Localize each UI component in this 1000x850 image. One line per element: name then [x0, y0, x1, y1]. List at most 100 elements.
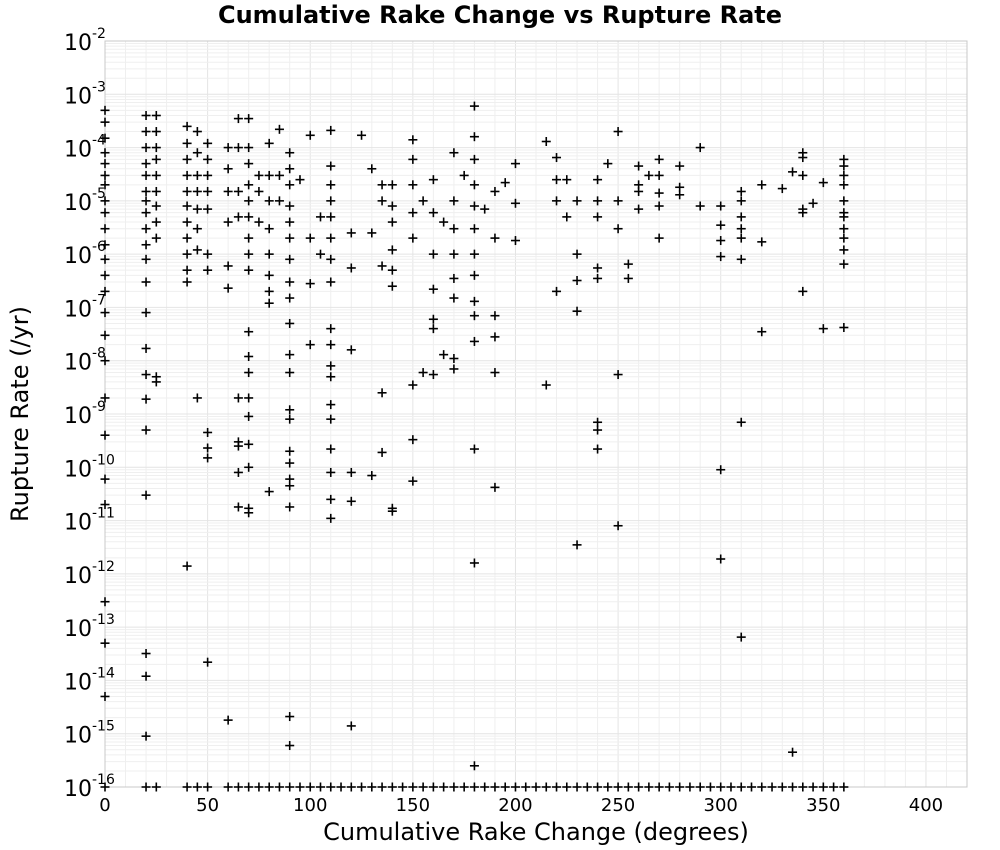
- data-point: [305, 782, 315, 792]
- data-point: [367, 471, 377, 481]
- y-tick-label: 10: [64, 351, 92, 376]
- data-point: [716, 465, 726, 475]
- data-point: [377, 782, 387, 792]
- data-point: [634, 161, 644, 171]
- data-point: [439, 217, 449, 227]
- data-point: [182, 186, 192, 196]
- data-point: [510, 198, 520, 208]
- data-point: [244, 411, 254, 421]
- data-point: [244, 265, 254, 275]
- data-point: [428, 208, 438, 218]
- data-point: [100, 691, 110, 701]
- data-point: [100, 356, 110, 366]
- data-point: [316, 782, 325, 792]
- data-point: [562, 175, 572, 185]
- data-point: [510, 159, 520, 169]
- data-point: [757, 327, 767, 337]
- data-point: [387, 265, 397, 275]
- data-point: [439, 782, 449, 792]
- data-point: [531, 782, 541, 792]
- x-tick-label: 150: [396, 795, 430, 816]
- data-point: [233, 393, 243, 403]
- data-point: [469, 782, 479, 792]
- data-point: [305, 233, 315, 243]
- data-point: [623, 273, 633, 283]
- data-point: [469, 180, 479, 190]
- data-point: [418, 782, 428, 792]
- y-tick-label: 10: [64, 724, 92, 749]
- x-tick-label: 250: [601, 795, 635, 816]
- data-point: [100, 308, 110, 318]
- data-point: [788, 747, 798, 757]
- data-point: [593, 444, 603, 454]
- data-point: [326, 513, 336, 523]
- data-point: [747, 782, 756, 792]
- data-point: [151, 170, 161, 180]
- data-point: [285, 201, 295, 211]
- data-point: [408, 380, 418, 390]
- data-point: [675, 782, 685, 792]
- y-tick-label: 10: [64, 84, 92, 109]
- data-point: [264, 196, 274, 206]
- data-point: [233, 114, 243, 124]
- data-point: [141, 343, 151, 353]
- data-point: [192, 245, 202, 255]
- data-point: [285, 277, 295, 287]
- data-point: [264, 286, 274, 296]
- data-point: [716, 252, 726, 262]
- data-point: [182, 249, 192, 259]
- data-point: [285, 293, 295, 303]
- data-point: [839, 233, 849, 243]
- x-axis-label: Cumulative Rake Change (degrees): [323, 818, 749, 846]
- data-point: [552, 153, 562, 163]
- data-point: [469, 154, 479, 164]
- data-point: [346, 782, 356, 792]
- data-point: [100, 597, 110, 607]
- data-point: [151, 217, 161, 227]
- data-point: [285, 481, 295, 491]
- data-point: [593, 175, 603, 185]
- data-point: [141, 224, 151, 234]
- data-point: [326, 180, 336, 190]
- data-point: [244, 143, 254, 153]
- data-point: [182, 121, 192, 131]
- data-point: [654, 154, 664, 164]
- data-point: [623, 259, 633, 269]
- data-point: [223, 143, 233, 153]
- data-point: [469, 558, 479, 568]
- data-point: [100, 196, 110, 206]
- chart-title: Cumulative Rake Change vs Rupture Rate: [218, 1, 782, 29]
- data-point: [244, 439, 254, 449]
- data-point: [285, 414, 295, 424]
- data-point: [223, 164, 233, 174]
- data-point: [285, 164, 295, 174]
- data-point: [100, 224, 110, 234]
- data-point: [572, 196, 582, 206]
- data-point: [459, 170, 469, 180]
- data-point: [726, 782, 736, 792]
- y-axis-label: Rupture Rate (/yr): [6, 306, 34, 522]
- data-point: [418, 368, 428, 378]
- data-point: [552, 782, 562, 792]
- data-point: [705, 782, 715, 792]
- data-point: [223, 283, 233, 293]
- data-point: [428, 249, 438, 259]
- data-point: [798, 782, 808, 792]
- data-point: [839, 782, 849, 792]
- data-point: [100, 180, 110, 190]
- data-point: [264, 138, 274, 148]
- data-point: [100, 105, 110, 115]
- data-point: [449, 364, 459, 374]
- data-point: [408, 154, 418, 164]
- data-point: [182, 170, 192, 180]
- data-point: [244, 508, 254, 518]
- data-point: [510, 236, 520, 246]
- data-point: [593, 417, 603, 427]
- y-tick-exponent: -8: [92, 346, 106, 362]
- data-point: [285, 405, 295, 415]
- data-point: [695, 201, 705, 211]
- data-point: [274, 196, 284, 206]
- data-point: [264, 487, 274, 497]
- data-point: [593, 782, 603, 792]
